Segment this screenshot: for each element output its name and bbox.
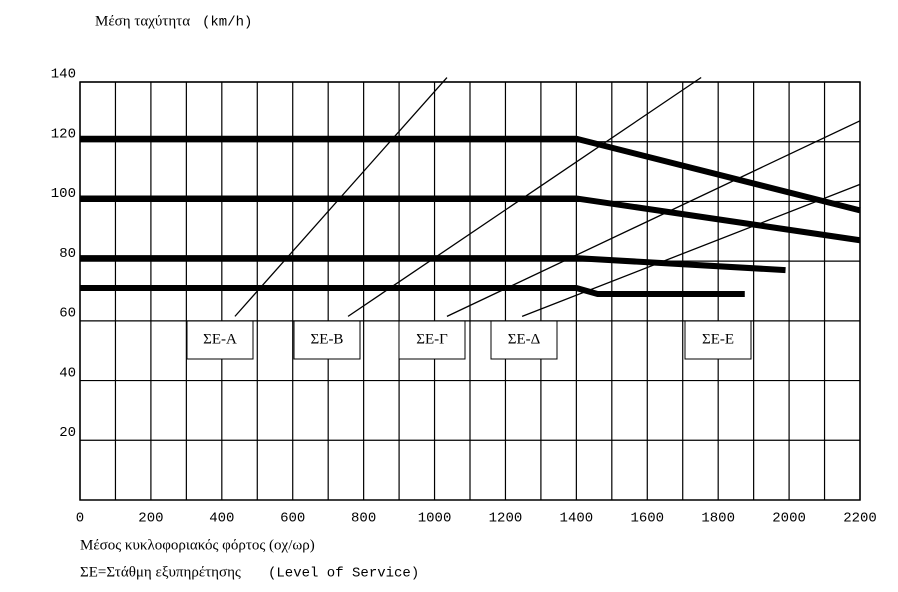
y-tick-label: 140 <box>51 67 76 83</box>
los-box <box>398 320 466 360</box>
speed-curve <box>80 135 861 214</box>
los-label: ΣΕ-Β <box>311 331 344 347</box>
x-tick-label: 1000 <box>418 511 452 527</box>
los-label: ΣΕ-Γ <box>416 331 448 347</box>
x-tick-label: 1400 <box>560 511 594 527</box>
x-tick-label: 800 <box>351 511 376 527</box>
y-tick-label: 60 <box>59 306 76 322</box>
x-tick-label: 400 <box>209 511 234 527</box>
x-tick-label: 600 <box>280 511 305 527</box>
x-tick-label: 1200 <box>489 511 523 527</box>
note-en: (Level of Service) <box>268 566 419 582</box>
y-tick-label: 120 <box>51 126 76 142</box>
los-boundary <box>446 120 861 317</box>
x-tick-label: 1600 <box>630 511 664 527</box>
y-tick-label: 20 <box>59 425 76 441</box>
speed-curve <box>80 195 861 244</box>
los-label: ΣΕ-Α <box>203 331 237 347</box>
los-box <box>293 320 361 360</box>
y-tick-label: 40 <box>59 365 76 381</box>
y-tick-label: 80 <box>59 246 76 262</box>
x-tick-label: 1800 <box>701 511 735 527</box>
chart-title: Μέση ταχύτητα <box>95 13 190 29</box>
los-label: ΣΕ-Δ <box>508 331 541 347</box>
note: ΣΕ=Στάθμη εξυπηρέτησης <box>80 564 241 580</box>
speed-curve <box>80 285 745 297</box>
y-tick-label: 100 <box>51 186 76 202</box>
title-unit: (km/h) <box>202 15 252 31</box>
x-tick-label: 2000 <box>772 511 806 527</box>
x-tick-label: 2200 <box>843 511 877 527</box>
x-axis-label: Μέσος κυκλοφοριακός φόρτος (οχ/ωρ) <box>80 537 315 553</box>
los-label: ΣΕ-Ε <box>702 331 734 347</box>
los-box <box>684 320 752 360</box>
speed-curve <box>80 255 786 274</box>
x-tick-label: 200 <box>138 511 163 527</box>
los-box <box>186 320 254 360</box>
los-box <box>490 320 558 360</box>
x-tick-label: 0 <box>76 511 84 527</box>
los-boundary <box>521 183 861 317</box>
